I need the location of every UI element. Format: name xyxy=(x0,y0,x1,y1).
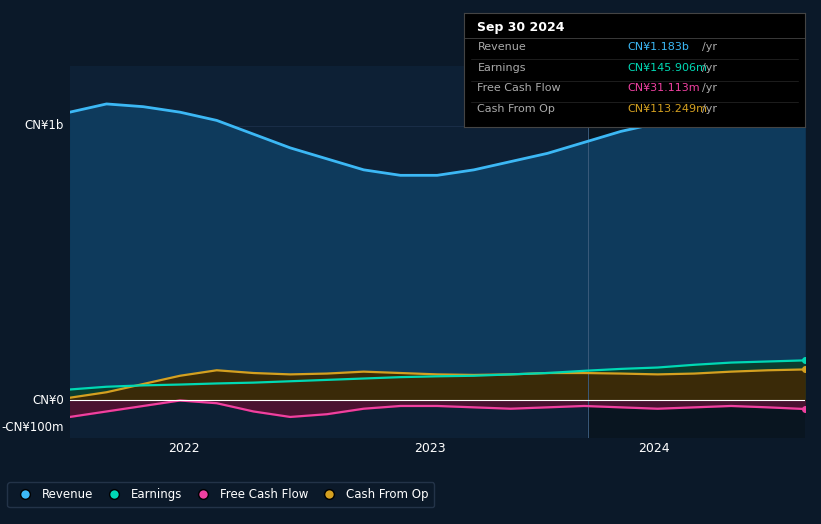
Bar xyxy=(588,66,805,438)
Text: CN¥0: CN¥0 xyxy=(32,394,64,407)
Text: /yr: /yr xyxy=(702,63,718,73)
Text: CN¥145.906m: CN¥145.906m xyxy=(627,63,707,73)
Text: Past: Past xyxy=(780,64,803,74)
Text: 2024: 2024 xyxy=(638,442,670,455)
Text: /yr: /yr xyxy=(702,42,718,52)
Text: /yr: /yr xyxy=(702,83,718,93)
Text: Revenue: Revenue xyxy=(478,42,526,52)
Text: -CN¥100m: -CN¥100m xyxy=(2,421,64,434)
Text: CN¥113.249m: CN¥113.249m xyxy=(627,104,708,114)
Text: CN¥1b: CN¥1b xyxy=(25,119,64,133)
Text: /yr: /yr xyxy=(702,104,718,114)
Text: Sep 30 2024: Sep 30 2024 xyxy=(478,20,565,34)
Text: CN¥1.183b: CN¥1.183b xyxy=(627,42,690,52)
Text: Free Cash Flow: Free Cash Flow xyxy=(478,83,561,93)
Legend: Revenue, Earnings, Free Cash Flow, Cash From Op: Revenue, Earnings, Free Cash Flow, Cash … xyxy=(7,482,434,507)
Text: Earnings: Earnings xyxy=(478,63,526,73)
Text: 2022: 2022 xyxy=(167,442,200,455)
Text: CN¥31.113m: CN¥31.113m xyxy=(627,83,700,93)
Text: Cash From Op: Cash From Op xyxy=(478,104,555,114)
Text: 2023: 2023 xyxy=(414,442,446,455)
